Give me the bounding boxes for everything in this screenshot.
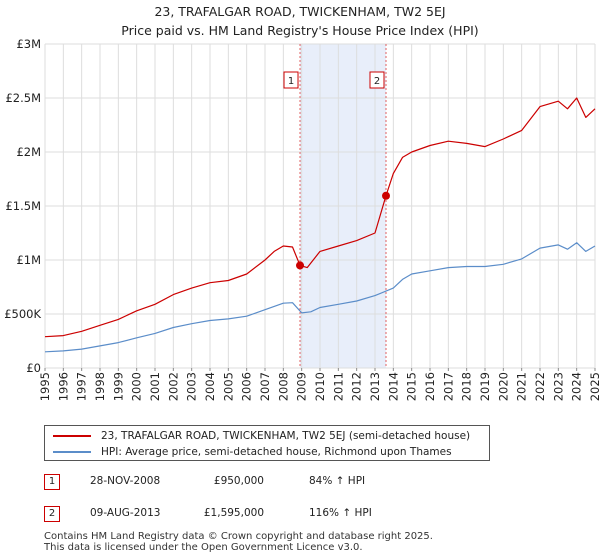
x-tick-label: 2000 — [130, 372, 144, 401]
transaction-hpi: 116% ↑ HPI — [309, 507, 372, 519]
legend-swatch-hpi — [53, 451, 91, 453]
transaction-badge: 1 — [44, 474, 60, 490]
x-tick-label: 2021 — [515, 372, 529, 401]
x-tick-label: 2002 — [166, 372, 180, 401]
x-tick-label: 2013 — [368, 372, 382, 401]
y-tick-label: £1.5M — [5, 199, 41, 213]
x-tick-label: 2023 — [551, 372, 565, 401]
transaction-date: 09-AUG-2013 — [90, 507, 161, 519]
x-tick-label: 1997 — [75, 372, 89, 401]
x-tick-label: 2004 — [203, 372, 217, 401]
x-tick-label: 2017 — [441, 372, 455, 401]
sale-marker-box — [283, 71, 299, 89]
sale-point — [296, 261, 305, 270]
x-tick-label: 2009 — [295, 372, 309, 401]
sale-marker-label: 2 — [374, 76, 380, 87]
transaction-date: 28-NOV-2008 — [90, 475, 161, 487]
x-tick-label: 2005 — [221, 372, 235, 401]
x-tick-label: 2022 — [533, 372, 547, 401]
x-tick-label: 2019 — [478, 372, 492, 401]
x-tick-label: 2016 — [423, 372, 437, 401]
x-tick-label: 2024 — [570, 372, 584, 401]
transaction-badge: 2 — [44, 506, 60, 522]
y-tick-label: £0 — [26, 361, 41, 375]
footer-line1: Contains HM Land Registry data © Crown c… — [44, 531, 433, 542]
chart-title: 23, TRAFALGAR ROAD, TWICKENHAM, TW2 5EJ … — [0, 2, 600, 40]
hpi-line — [44, 242, 596, 353]
x-tick-label: 2008 — [276, 372, 290, 401]
x-tick-label: 1999 — [111, 372, 125, 401]
transaction-hpi: 84% ↑ HPI — [309, 475, 366, 487]
sale-marker-label: 1 — [288, 76, 294, 87]
x-tick-label: 2014 — [386, 372, 400, 401]
y-tick-label: £3M — [16, 37, 41, 51]
price-chart: 1 2 £0 £500K £1M £1.5M £2M £2.5M £3M 1995 1996 19… — [4, 37, 600, 401]
footer: Contains HM Land Registry data © Crown c… — [44, 531, 433, 553]
x-tick-label: 1996 — [56, 372, 70, 401]
property-price-line — [44, 97, 596, 338]
chart-title-line2: Price paid vs. HM Land Registry's House … — [121, 23, 479, 38]
x-tick-label: 2007 — [258, 372, 272, 401]
legend-label-hpi: HPI: Average price, semi-detached house,… — [101, 446, 452, 458]
x-tick-label: 2010 — [313, 372, 327, 401]
legend-swatch-property — [53, 435, 91, 437]
x-tick-label: 2025 — [588, 372, 600, 401]
x-tick-label: 2015 — [405, 372, 419, 401]
x-tick-label: 2012 — [350, 372, 364, 401]
x-tick-label: 1998 — [93, 372, 107, 401]
x-tick-label: 2006 — [240, 372, 254, 401]
legend-label-property: 23, TRAFALGAR ROAD, TWICKENHAM, TW2 5EJ … — [101, 430, 471, 442]
x-tick-label: 2001 — [148, 372, 162, 401]
chart-title-line1: 23, TRAFALGAR ROAD, TWICKENHAM, TW2 5EJ — [154, 4, 446, 19]
x-tick-label: 2011 — [331, 372, 345, 401]
y-tick-label: £1M — [16, 253, 41, 267]
sale-point — [382, 191, 390, 200]
transaction-price: £1,595,000 — [203, 507, 264, 519]
x-tick-label: 1995 — [38, 372, 52, 401]
sale-marker-box — [369, 71, 385, 89]
x-tick-label: 2003 — [185, 372, 199, 401]
x-tick-label: 2018 — [460, 372, 474, 401]
footer-line2: This data is licensed under the Open Gov… — [44, 542, 363, 553]
y-tick-label: £2M — [16, 145, 41, 159]
y-tick-label: £2.5M — [5, 91, 41, 105]
transaction-price: £950,000 — [213, 475, 264, 487]
y-tick-label: £500K — [4, 307, 41, 321]
legend: 23, TRAFALGAR ROAD, TWICKENHAM, TW2 5EJ … — [44, 425, 490, 461]
x-tick-label: 2020 — [496, 372, 510, 401]
